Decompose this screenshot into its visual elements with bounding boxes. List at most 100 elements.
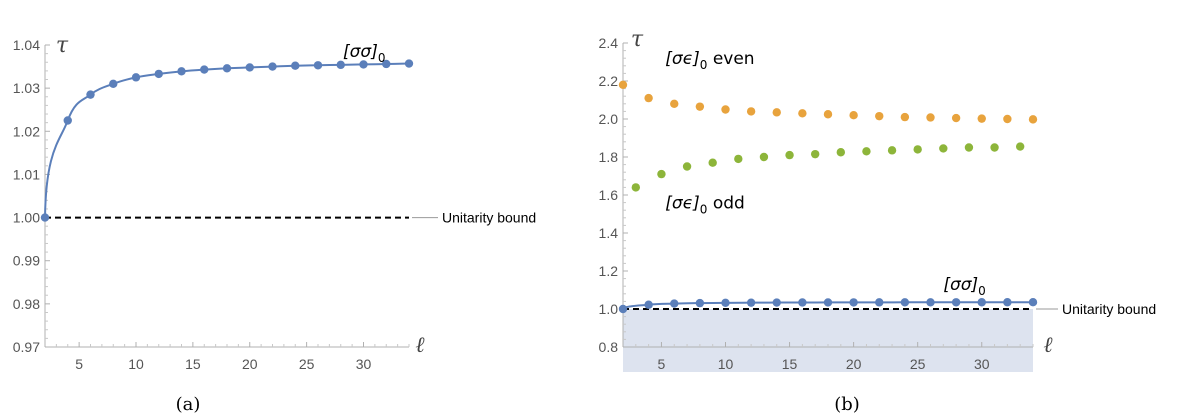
data-point [1015,142,1025,151]
data-point [887,146,897,155]
y-tick-label: 2.2 [599,73,619,89]
data-point [746,298,756,307]
data-point [746,107,756,116]
data-point [862,147,871,156]
annotation-subscript: 0 [700,202,708,216]
y-tick-label: 0.99 [13,253,40,269]
data-point [977,298,986,307]
annotation-suffix: odd [707,193,744,213]
x-tick-label: 25 [299,356,315,372]
data-point [708,158,717,167]
data-point [177,67,186,76]
data-point [291,61,300,70]
x-tick-label: 20 [846,356,862,372]
data-point [875,111,884,121]
data-point [964,143,974,152]
panel-a: 0.97 0.98 0.99 1.00 1.01 1.02 1.03 1.04 5 10 15 20 2… [13,33,536,415]
y-tick-label: 1.8 [599,149,619,165]
data-point [836,148,846,157]
data-point [977,114,986,123]
data-point [849,111,858,120]
y-tick-label: 0.8 [599,339,619,355]
data-point [268,62,277,71]
data-point [772,298,781,307]
y-tick-label: 0.97 [13,339,40,355]
x-tick-label: 20 [242,356,258,372]
series-annotation: [σϵ]0 even [665,49,754,72]
panel-b: 0.8 1.0 1.2 1.4 1.6 1.8 2.0 2.2 2.4 5 10 15 20 25 30 τ ℓ… [599,27,1157,415]
data-point [926,298,935,307]
x-tick-label: 30 [974,356,990,372]
data-point [631,183,641,192]
annotation-main: [σσ] [943,275,978,295]
data-point [900,298,910,307]
data-point [644,300,653,309]
annotation-main: [σσ] [343,42,378,62]
x-tick-label: 10 [718,356,734,372]
data-point [657,169,666,179]
x-tick-label: 15 [185,356,201,372]
series-annotation: [σσ]0 [343,42,385,65]
data-point [849,298,858,307]
series-annotation: [σσ]0 [943,275,985,298]
x-tick-label: 10 [128,356,144,372]
y-tick-label: 1.6 [599,187,619,203]
y-tick-label: 1.2 [599,263,619,279]
y-tick-label: 1.01 [13,166,40,182]
data-point [670,299,679,308]
data-point [875,298,884,307]
data-point [810,149,820,159]
x-tick-label: 5 [75,356,83,372]
data-point [40,213,50,222]
data-point [1003,298,1012,307]
y-tick-label: 2.4 [599,35,619,51]
annotation-subscript: 0 [978,284,986,298]
y-tick-label: 1.02 [13,123,40,139]
data-point [721,105,730,114]
data-point [951,113,961,123]
data-point [63,116,72,125]
y-tick-label: 1.0 [599,301,619,317]
data-point [109,79,118,89]
annotation-subscript: 0 [700,58,708,72]
data-point [926,113,935,122]
data-point [131,73,141,82]
x-tick-label: 15 [782,356,798,372]
y-tick-label: 0.98 [13,296,40,312]
x-axis-label: ℓ [415,333,425,358]
data-point [798,298,807,307]
data-point [759,152,769,162]
data-point [245,63,254,72]
data-point [695,102,705,111]
data-point [1028,115,1038,124]
panel-caption: (b) [834,394,860,415]
data-point [823,298,833,307]
y-tick-label: 1.04 [13,37,40,53]
data-point [644,93,653,103]
data-point [785,150,794,160]
x-axis-label: ℓ [1043,333,1053,358]
y-axis-label: τ [56,33,69,58]
data-point [951,298,961,307]
panel-caption: (a) [176,394,201,415]
data-point [734,154,743,164]
data-point [990,143,999,152]
data-point [823,110,833,119]
shaded-region [623,309,1033,372]
data-point [1003,114,1012,124]
data-point [154,69,163,79]
annotation-subscript: 0 [378,51,386,65]
data-point [721,298,730,308]
data-point [913,145,922,154]
data-point [798,109,807,118]
data-point [939,144,948,153]
data-point [404,59,414,68]
series-annotation: [σϵ]0 odd [665,193,745,216]
y-tick-label: 2.0 [599,111,619,127]
unitarity-bound-label: Unitarity bound [1062,301,1156,317]
annotation-main: [σϵ] [665,193,700,213]
data-point [359,60,368,69]
data-point [200,65,209,74]
data-point [336,60,345,70]
